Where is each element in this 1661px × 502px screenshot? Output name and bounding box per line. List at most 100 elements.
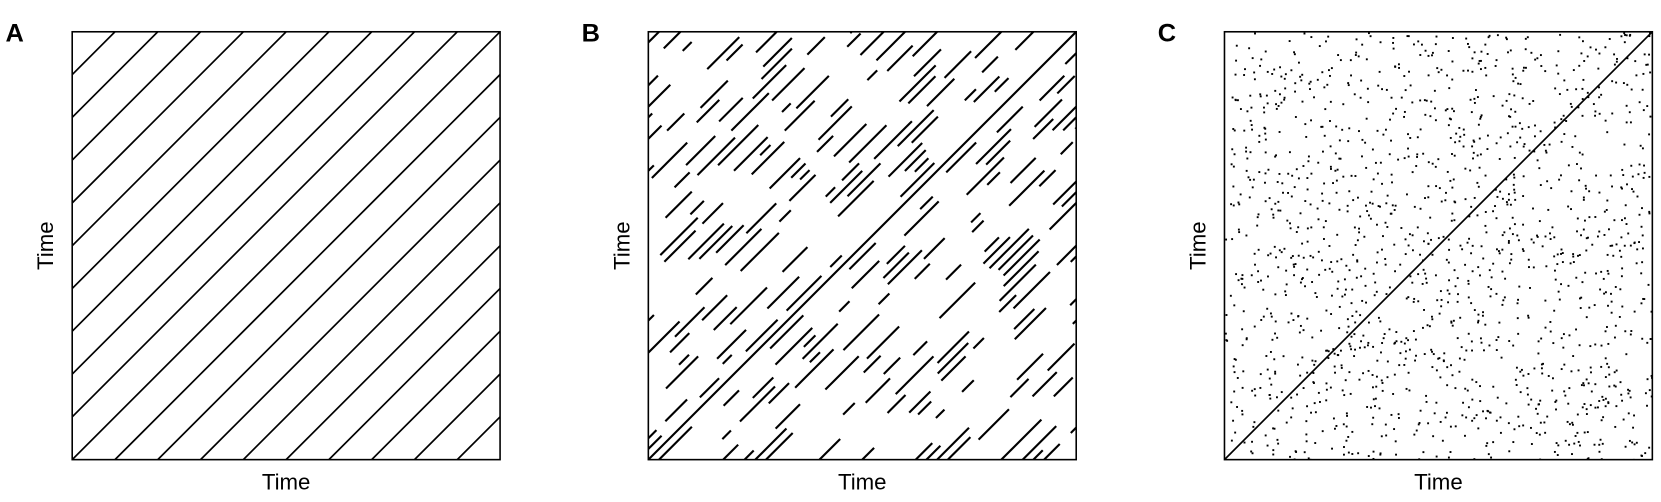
recurrence-dot bbox=[1310, 119, 1312, 122]
recurrence-dot bbox=[1426, 232, 1429, 235]
recurrence-dot bbox=[1365, 117, 1368, 120]
recurrence-dot bbox=[1451, 186, 1454, 189]
recurrence-dot bbox=[1266, 102, 1269, 105]
recurrence-dot bbox=[1512, 183, 1515, 186]
recurrence-line bbox=[886, 245, 906, 265]
recurrence-dot bbox=[1423, 99, 1426, 102]
recurrence-dot bbox=[1442, 359, 1445, 362]
recurrence-dot bbox=[1407, 133, 1409, 136]
recurrence-dot bbox=[1256, 224, 1259, 227]
recurrence-dot bbox=[1528, 266, 1530, 269]
recurrence-line bbox=[936, 330, 970, 364]
recurrence-line bbox=[779, 0, 798, 19]
recurrence-dot bbox=[1359, 314, 1362, 317]
recurrence-dot bbox=[1590, 390, 1593, 393]
recurrence-line bbox=[943, 50, 972, 79]
recurrence-dot bbox=[1633, 242, 1636, 245]
recurrence-line bbox=[733, 136, 769, 172]
recurrence-dot bbox=[1551, 226, 1554, 229]
recurrence-line bbox=[1021, 425, 1057, 460]
recurrence-dot bbox=[1234, 431, 1237, 434]
recurrence-line bbox=[648, 164, 655, 173]
recurrence-dot bbox=[1241, 277, 1244, 280]
recurrence-dot bbox=[1467, 406, 1470, 409]
recurrence-dot bbox=[1453, 154, 1456, 157]
recurrence-dot bbox=[1354, 321, 1357, 324]
recurrence-dot bbox=[1316, 207, 1319, 210]
recurrence-dot bbox=[1263, 106, 1265, 109]
recurrence-dot bbox=[1522, 374, 1525, 377]
recurrence-dot bbox=[1249, 94, 1252, 97]
recurrence-dot bbox=[1484, 211, 1487, 213]
recurrence-dot bbox=[1636, 195, 1639, 198]
recurrence-dot bbox=[1251, 389, 1254, 392]
recurrence-dot bbox=[1338, 327, 1341, 330]
recurrence-line bbox=[1176, 311, 1203, 338]
recurrence-dot bbox=[1570, 370, 1573, 373]
recurrence-dot bbox=[1581, 114, 1584, 117]
recurrence-dot bbox=[1384, 258, 1387, 260]
recurrence-line bbox=[1032, 449, 1044, 460]
recurrence-dot bbox=[1545, 151, 1548, 154]
recurrence-dot bbox=[1260, 319, 1263, 321]
recurrence-dot bbox=[1518, 425, 1521, 428]
recurrence-dot bbox=[1411, 281, 1414, 284]
recurrence-dot bbox=[1283, 96, 1286, 99]
recurrence-dot bbox=[1442, 235, 1445, 238]
recurrence-line bbox=[837, 180, 875, 218]
recurrence-dot bbox=[1624, 445, 1627, 448]
recurrence-line bbox=[1016, 353, 1044, 381]
recurrence-dot bbox=[1495, 217, 1498, 220]
recurrence-dot bbox=[1376, 223, 1378, 226]
recurrence-dot bbox=[1295, 168, 1298, 171]
recurrence-dot bbox=[1239, 108, 1242, 110]
recurrence-dot bbox=[1280, 251, 1283, 254]
recurrence-dot bbox=[1263, 126, 1266, 129]
recurrence-dot bbox=[1625, 104, 1628, 107]
recurrence-line bbox=[788, 174, 817, 202]
recurrence-dot bbox=[1547, 375, 1550, 377]
recurrence-dot bbox=[1602, 399, 1605, 401]
recurrence-dot bbox=[1415, 429, 1418, 432]
recurrence-dot bbox=[1352, 253, 1355, 256]
recurrence-dot bbox=[1627, 388, 1630, 391]
recurrence-dot bbox=[1479, 115, 1482, 118]
recurrence-dot bbox=[1293, 186, 1296, 189]
recurrence-dot bbox=[1375, 375, 1378, 378]
recurrence-line bbox=[1467, 21, 1494, 48]
recurrence-dot bbox=[1400, 227, 1403, 229]
recurrence-dot bbox=[1562, 346, 1565, 349]
recurrence-dot bbox=[1350, 302, 1353, 305]
recurrence-line bbox=[1013, 308, 1036, 330]
recurrence-line bbox=[499, 432, 527, 460]
recurrence-dot bbox=[1407, 155, 1410, 158]
recurrence-dot bbox=[1232, 128, 1235, 130]
recurrence-dot bbox=[1584, 184, 1587, 187]
recurrence-dot bbox=[1571, 421, 1574, 424]
recurrence-line bbox=[1226, 76, 1235, 85]
recurrence-dot bbox=[1473, 51, 1476, 54]
recurrence-line bbox=[907, 75, 937, 105]
recurrence-dot bbox=[1467, 296, 1470, 299]
recurrence-dot bbox=[1329, 120, 1331, 122]
recurrence-dot bbox=[1429, 216, 1432, 219]
recurrence-line bbox=[1142, 289, 1151, 298]
recurrence-dot bbox=[1436, 67, 1439, 70]
recurrence-dot bbox=[1471, 145, 1474, 148]
recurrence-line bbox=[1074, 126, 1077, 130]
recurrence-line bbox=[678, 354, 690, 366]
recurrence-line bbox=[824, 355, 860, 391]
recurrence-dot bbox=[1604, 119, 1607, 122]
recurrence-dot bbox=[1315, 296, 1318, 298]
recurrence-line bbox=[551, 322, 572, 343]
recurrence-dot bbox=[1473, 101, 1476, 104]
recurrence-dot bbox=[1528, 149, 1531, 152]
recurrence-line bbox=[530, 237, 550, 257]
recurrence-dot bbox=[1499, 431, 1502, 434]
recurrence-dot bbox=[1516, 234, 1519, 237]
recurrence-dot bbox=[1597, 67, 1600, 70]
recurrence-dot bbox=[1501, 104, 1504, 107]
recurrence-line bbox=[698, 225, 734, 260]
recurrence-dot bbox=[1513, 428, 1516, 431]
recurrence-dot bbox=[1465, 349, 1468, 352]
